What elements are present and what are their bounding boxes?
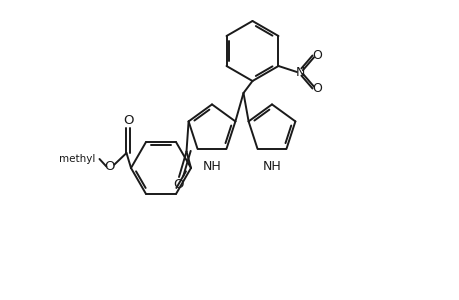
- Text: NH: NH: [262, 160, 281, 173]
- Text: methyl: methyl: [59, 154, 95, 164]
- Text: O: O: [105, 160, 115, 173]
- Text: O: O: [173, 178, 183, 191]
- Text: N: N: [295, 65, 304, 79]
- Text: O: O: [311, 82, 321, 95]
- Text: O: O: [123, 114, 133, 128]
- Text: O: O: [311, 49, 321, 62]
- Text: NH: NH: [202, 160, 221, 173]
